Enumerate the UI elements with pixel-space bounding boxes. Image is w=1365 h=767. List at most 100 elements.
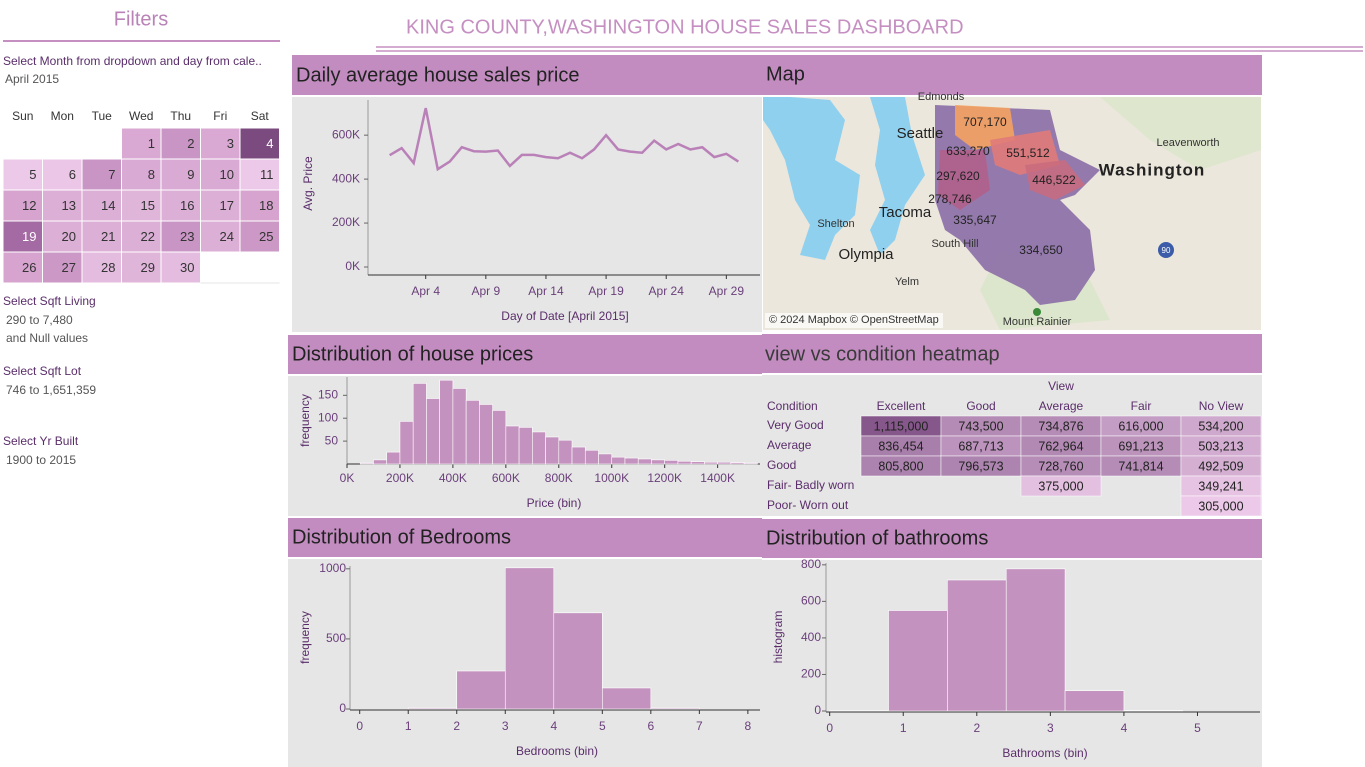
calendar-day[interactable]: 24 (200, 220, 241, 253)
map-attribution-bg (765, 313, 943, 328)
calendar-day[interactable]: 12 (2, 189, 43, 222)
calendar-day-number: 30 (180, 260, 194, 275)
calendar-day[interactable]: 14 (81, 189, 122, 222)
calendar-day-number: 12 (22, 198, 36, 213)
bar (690, 461, 705, 465)
filter-value[interactable]: 746 to 1,651,359 (6, 383, 96, 397)
calendar-day-number: 29 (141, 260, 155, 275)
calendar-day[interactable]: 17 (200, 189, 241, 222)
calendar-day[interactable]: 19 (2, 220, 43, 253)
weekday-label: Thu (170, 109, 191, 123)
line (389, 107, 740, 172)
heatmap-row-title: Condition (767, 399, 818, 413)
calendar-day[interactable]: 6 (42, 158, 83, 191)
x-tick-label: 0 (826, 721, 833, 735)
bar (373, 459, 388, 465)
chart-title: Daily average house sales price (296, 64, 580, 86)
weekday-label: Fri (213, 109, 227, 123)
map-place: Tacoma (879, 204, 932, 221)
filters-title: Filters (114, 8, 168, 30)
calendar-day[interactable]: 3 (200, 127, 241, 160)
calendar-day-number: 22 (141, 229, 155, 244)
x-tick-label: 4 (550, 719, 557, 733)
calendar-cell (239, 127, 280, 160)
calendar-day[interactable]: 8 (121, 158, 162, 191)
calendar-day[interactable]: 20 (42, 220, 83, 253)
calendar-day[interactable]: 1 (121, 127, 162, 160)
filter-note: and Null values (6, 331, 88, 345)
calendar-day[interactable]: 28 (81, 251, 122, 284)
calendar-day[interactable]: 27 (42, 251, 83, 284)
chart-title: Distribution of Bedrooms (292, 526, 511, 548)
bar (947, 579, 1007, 712)
map-price-label: 551,512 (1006, 146, 1050, 160)
calendar-day[interactable]: 4 (239, 127, 280, 160)
calendar-day-number: 16 (180, 198, 194, 213)
calendar-day[interactable]: 21 (81, 220, 122, 253)
bar (743, 462, 758, 465)
weekday-label: Sun (12, 109, 33, 123)
bar (532, 431, 546, 465)
bar (598, 453, 613, 465)
filter-value[interactable]: 290 to 7,480 (6, 313, 73, 327)
x-tick-label: 200K (386, 471, 414, 485)
y-tick-label: 0K (345, 259, 360, 273)
bar (730, 462, 745, 465)
calendar-day[interactable]: 23 (160, 220, 201, 253)
map-title: Map (766, 63, 805, 85)
title-bar (292, 55, 762, 95)
calendar-day[interactable]: 18 (239, 189, 280, 222)
calendar-day[interactable]: 2 (160, 127, 201, 160)
heatmap-cell-label: 305,000 (1198, 499, 1243, 513)
calendar-day-number: 4 (266, 136, 273, 151)
map-labels: Edmonds Seattle Leavenworth Washington Shelt… (765, 91, 1220, 328)
calendar-cell (160, 220, 201, 253)
bar (677, 460, 692, 465)
filter-value[interactable]: April 2015 (5, 72, 59, 86)
heatmap-column-label: Good (966, 399, 995, 413)
filter-label: Select Sqft Lot (3, 364, 82, 378)
calendar-day[interactable]: 26 (2, 251, 43, 284)
heatmap-cell-label: 534,200 (1198, 419, 1243, 433)
title-bar (762, 334, 1262, 373)
calendar-day[interactable]: 13 (42, 189, 83, 222)
heatmap-cell-label: 687,713 (958, 439, 1003, 453)
filter-value[interactable]: 1900 to 2015 (6, 453, 76, 467)
bar (650, 707, 700, 710)
map[interactable] (763, 97, 1261, 330)
x-tick-label: 0 (356, 719, 363, 733)
calendar-cell (160, 127, 201, 160)
calendar-day[interactable]: 22 (121, 220, 162, 253)
bar (651, 459, 665, 465)
map-price-label: 707,170 (963, 115, 1007, 129)
bar (584, 449, 599, 465)
heatmap-cell-label: 503,213 (1198, 439, 1243, 453)
calendar-day[interactable]: 5 (2, 158, 43, 191)
bar (407, 707, 458, 710)
heatmap-cell-label: 734,876 (1038, 419, 1083, 433)
weekday-label: Tue (92, 109, 113, 123)
heatmap-column-label: No View (1199, 399, 1244, 413)
map-water (870, 97, 925, 255)
calendar-day[interactable]: 10 (200, 158, 241, 191)
calendar-day[interactable]: 29 (121, 251, 162, 284)
calendar-day-number: 15 (141, 198, 155, 213)
calendar-day[interactable]: 16 (160, 189, 201, 222)
calendar-day[interactable]: 15 (121, 189, 162, 222)
bar (452, 388, 467, 465)
calendar-day[interactable]: 11 (239, 158, 280, 191)
x-tick-label: 1000K (594, 471, 629, 485)
y-axis-label: frequency (298, 394, 312, 447)
y-tick-label: 1000 (319, 561, 346, 575)
calendar-day[interactable]: 25 (239, 220, 280, 253)
y-axis-label: Avg. Price (301, 156, 315, 211)
calendar-day[interactable]: 7 (81, 158, 122, 191)
x-tick-label: 400K (439, 471, 467, 485)
calendar-day-number: 27 (62, 260, 76, 275)
calendar-day[interactable]: 30 (160, 251, 201, 284)
y-tick-label: 50 (325, 433, 339, 447)
calendar-day[interactable]: 9 (160, 158, 201, 191)
y-tick-label: 200 (801, 667, 821, 681)
bar (637, 458, 652, 465)
